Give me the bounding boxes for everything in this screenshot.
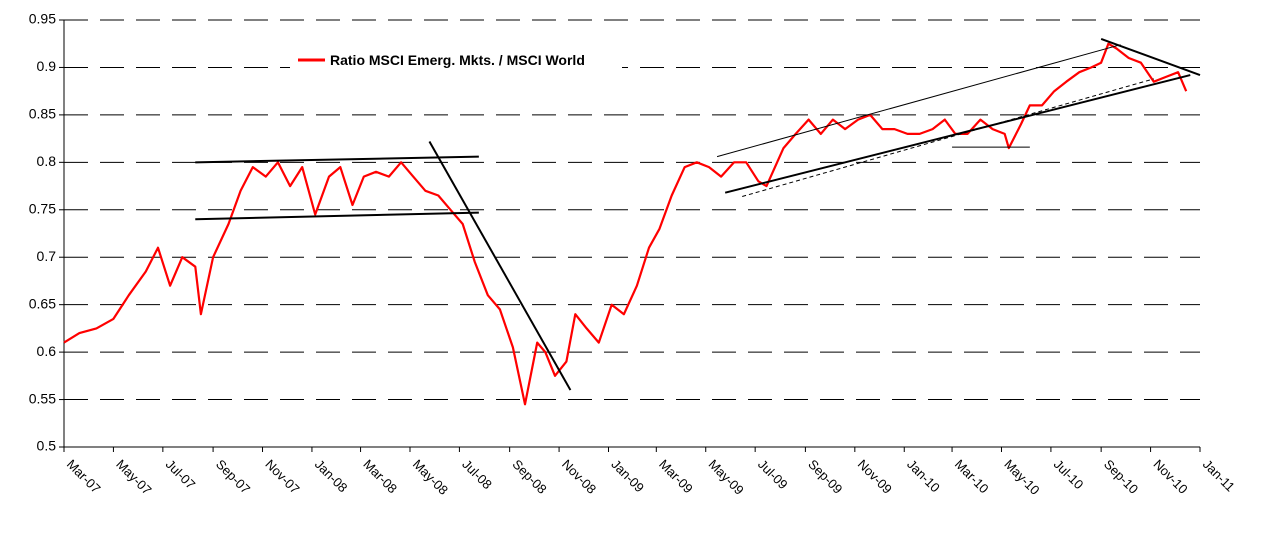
y-tick-label: 0.65 (29, 295, 56, 311)
x-tick-label: Nov-09 (855, 457, 895, 497)
x-tick-label: Jul-07 (163, 457, 199, 493)
y-tick-label: 0.85 (29, 106, 56, 122)
x-tick-label: Nov-10 (1150, 457, 1190, 497)
y-tick-label: 0.55 (29, 390, 56, 406)
trendline (742, 78, 1154, 197)
x-tick-label: Jul-08 (459, 457, 495, 493)
x-tick-label: Mar-10 (952, 457, 992, 497)
series-line (63, 42, 1188, 406)
x-tick-label: Nov-07 (262, 457, 302, 497)
trendlines (195, 38, 1201, 391)
x-tick-label: Nov-08 (559, 457, 599, 497)
x-tick-label: Jul-09 (755, 457, 791, 493)
trendline (195, 211, 479, 221)
x-tick-label: Mar-09 (656, 457, 696, 497)
x-tick-label: May-08 (410, 457, 451, 498)
trendline (716, 44, 1121, 158)
y-axis-ticks: 0.5 0.55 0.6 0.65 0.7 0.75 0.8 0.85 0.9 0.95 (29, 11, 64, 454)
x-tick-label: Jan-08 (312, 457, 351, 496)
x-tick-label: Jan-11 (1200, 457, 1238, 495)
y-tick-label: 0.7 (37, 248, 57, 264)
y-tick-label: 0.5 (37, 438, 57, 454)
x-tick-label: Sep-08 (510, 457, 550, 497)
y-tick-label: 0.8 (37, 153, 57, 169)
trendline (724, 74, 1191, 194)
x-tick-label: Jan-10 (904, 457, 943, 496)
x-tick-label: Mar-08 (360, 457, 400, 497)
series-group (63, 42, 1188, 406)
legend-label: Ratio MSCI Emerg. Mkts. / MSCI World (330, 52, 585, 68)
x-tick-label: Sep-07 (213, 457, 253, 497)
y-tick-label: 0.9 (37, 58, 57, 74)
x-tick-label: Mar-07 (64, 457, 104, 497)
x-tick-label: Sep-10 (1101, 457, 1141, 497)
trendline (1100, 38, 1201, 76)
y-tick-label: 0.6 (37, 343, 57, 359)
gridlines (64, 19, 1200, 401)
x-tick-label: Jul-10 (1051, 457, 1087, 493)
x-tick-label: May-10 (1001, 457, 1042, 498)
y-tick-label: 0.75 (29, 200, 56, 216)
x-tick-label: May-09 (706, 457, 747, 498)
x-axis-ticks: Mar-07 May-07 Jul-07 Sep-07 Nov-07 Jan-08 Mar-… (63, 447, 1238, 498)
legend-background (290, 46, 622, 74)
trendline (195, 155, 479, 164)
axes (63, 20, 1200, 448)
trendline (428, 140, 572, 391)
legend: Ratio MSCI Emerg. Mkts. / MSCI World (290, 46, 622, 74)
y-tick-label: 0.95 (29, 11, 56, 27)
x-tick-label: Jan-09 (608, 457, 647, 496)
x-tick-label: Sep-09 (805, 457, 845, 497)
x-tick-label: May-07 (113, 457, 154, 498)
